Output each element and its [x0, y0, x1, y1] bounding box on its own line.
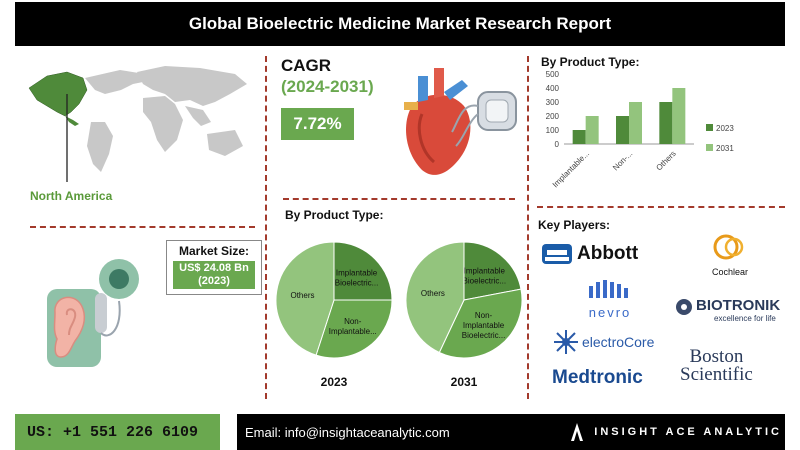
footer-email[interactable]: Email: info@insightaceanalytic.com [237, 414, 785, 450]
logo-cochlear: Cochlear [700, 232, 760, 277]
pie-slice-2 [275, 241, 335, 356]
heart-device-icon [404, 68, 517, 175]
divider-mid-h [283, 198, 515, 200]
pie-chart-2023: Implantable Bioelectric... Non-Implantable… [275, 241, 393, 389]
abbott-icon [542, 244, 572, 264]
legend-swatch-2023 [706, 124, 713, 131]
pie-slice-2 [405, 241, 465, 354]
legend-label: 2031 [716, 144, 734, 153]
x-tick-label: Non-... [611, 149, 634, 172]
pie-slice-label: Others [421, 289, 445, 298]
x-tick-label: Implantable... [551, 149, 591, 189]
pie-slice-label: Implantable Bioelectric... [463, 266, 507, 285]
pie-slice-0 [333, 241, 393, 301]
logo-electrocore: electroCore [552, 328, 654, 356]
market-size-year: (2023) [198, 275, 230, 287]
cagr-period: (2024-2031) [281, 77, 374, 96]
y-tick-label: 200 [546, 112, 560, 121]
pie-slice-label: Non-Implantable... [329, 317, 377, 336]
bar-2023-1 [616, 116, 629, 144]
region-label: North America [30, 189, 113, 203]
divider-left-h [30, 226, 255, 228]
cochlear-icon [713, 234, 744, 260]
logo-biotronik: BIOTRONIK excellence for life [674, 297, 780, 323]
bar-2023-0 [572, 130, 586, 144]
pie-section-title: By Product Type: [285, 208, 384, 222]
biotronik-tagline: excellence for life [714, 314, 776, 323]
logo-abbott: Abbott [541, 243, 638, 265]
biotronik-logo-text: BIOTRONIK [696, 297, 781, 314]
electrocore-logo-text: electroCore [582, 334, 655, 350]
bar-2031-0 [585, 116, 599, 144]
y-tick-label: 400 [546, 84, 560, 93]
legend-label: 2023 [716, 124, 734, 133]
bar-2023-2 [659, 102, 673, 144]
pie-slice-label: Implantable Bioelectric... [335, 268, 379, 287]
legend-swatch-2031 [706, 144, 713, 151]
pie-slice-1 [438, 288, 523, 359]
key-players-title: Key Players: [538, 218, 611, 232]
biotronik-icon [676, 299, 692, 315]
cagr-label: CAGR [281, 56, 332, 75]
footer-brand: INSIGHT ACE ANALYTIC [570, 414, 782, 450]
y-tick-label: 300 [546, 98, 560, 107]
scientific-logo-text: Scientific [680, 364, 753, 385]
cochlear-logo-text: Cochlear [711, 267, 749, 277]
brand-text: INSIGHT ACE ANALYTIC [594, 426, 782, 438]
electrocore-icon [554, 330, 578, 354]
page-title: Global Bioelectric Medicine Market Resea… [15, 2, 785, 46]
divider-right [527, 56, 529, 399]
footer-phone[interactable]: US: +1 551 226 6109 [15, 414, 220, 450]
pie-chart-2031: Implantable Bioelectric... Non-Implantable… [405, 241, 523, 389]
pie-slice-label: Non-Implantable Bioelectric... [462, 311, 506, 340]
bar-2031-1 [629, 102, 642, 144]
y-tick-label: 0 [555, 140, 560, 149]
market-size-box: Market Size: US$ 24.08 Bn (2023) [166, 240, 262, 295]
boston-logo-text: Boston [689, 346, 744, 367]
divider-right-h [537, 206, 785, 208]
x-tick-label: Others [654, 149, 677, 172]
nevro-logo-text: nevro [588, 305, 632, 320]
medtronic-logo-text: Medtronic [552, 367, 643, 388]
pie-slice-0 [463, 241, 522, 301]
divider-left [265, 56, 267, 399]
y-tick-label: 100 [546, 126, 560, 135]
market-size-amount: US$ 24.08 Bn [179, 262, 249, 274]
pie-slice-1 [315, 299, 393, 359]
bar-2031-2 [672, 88, 686, 144]
pie-slice-label: Others [290, 291, 314, 300]
market-size-title: Market Size: [178, 244, 250, 258]
cagr-value: 7.72% [281, 108, 354, 140]
bar-chart: 0 100 200 300 400 500 Implantable... Non-... Oth… [546, 70, 735, 189]
nevro-icon [589, 280, 628, 298]
pie-year-label: 2031 [451, 375, 478, 389]
pie-year-label: 2023 [321, 375, 348, 389]
world-map-icon [28, 66, 247, 182]
brand-icon [571, 423, 584, 441]
market-size-value: US$ 24.08 Bn (2023) [173, 261, 255, 289]
hearing-device-icon [47, 259, 139, 367]
bar-chart-title: By Product Type: [541, 55, 640, 69]
y-tick-label: 500 [546, 70, 560, 79]
logo-boston-scientific: Boston Scientific [680, 346, 753, 385]
abbott-logo-text: Abbott [577, 243, 639, 264]
logo-nevro: nevro [578, 280, 642, 320]
